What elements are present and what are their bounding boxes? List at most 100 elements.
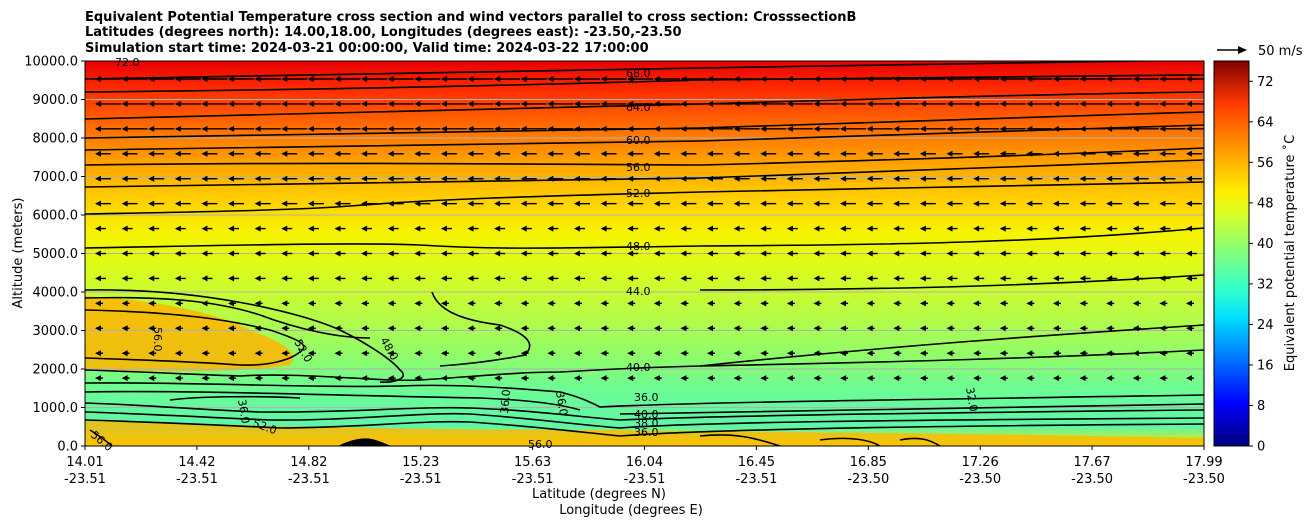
wind-vector-head [281,250,288,257]
wind-vector-head [1079,375,1086,382]
wind-vector-head [813,375,820,382]
wind-vector-head [467,275,474,282]
wind-vector-head [813,200,820,207]
wind-vector-head [866,225,873,232]
wind-vector-head [653,125,660,132]
x-tick-label-lat: 16.04 [626,455,663,470]
wind-vector-head [893,250,900,257]
colorbar-tick-label: 8 [1257,399,1265,414]
wind-vector-head [254,150,261,157]
wind-vector-head [999,150,1006,157]
wind-vector-head [440,275,447,282]
x-tick-label-lon: -23.50 [847,472,889,487]
wind-vector-head [973,300,980,307]
contour-label-36-left: 36.0 [235,398,252,424]
wind-vector-head [494,300,501,307]
wind-vector-head [361,325,368,332]
terrain [338,438,392,446]
colorbar-label: Equivalent potential temperature ˚C [1282,135,1298,371]
wind-vector-head [600,300,607,307]
wind-vector-head [121,325,128,332]
wind-vector-head [760,200,767,207]
wind-vector-head [148,175,155,182]
wind-vector-head [228,200,235,207]
x-tick-label-lat: 15.63 [514,455,551,470]
wind-vector-head [573,350,580,357]
wind-vector-head [600,275,607,282]
x-tick-label-lat: 14.42 [178,455,215,470]
wind-vector-head [95,350,101,357]
y-tick-label: 5000.0 [33,247,79,262]
contour-36 [85,382,1204,408]
wind-vector-head [1159,250,1166,257]
wind-vector-head [627,100,634,107]
wind-vector-head [866,200,873,207]
wind-vector-head [786,125,793,132]
wind-vector-head [1079,275,1086,282]
wind-vector-head [707,150,714,157]
wind-vector-head [228,100,235,107]
wind-vector-head [148,100,155,107]
wind-vector-head [201,250,208,257]
wind-vector-head [440,325,447,332]
wind-vector-head [547,275,554,282]
wind-vector-head [573,250,580,257]
y-tick-label: 6000.0 [33,209,79,224]
wind-vector-head [760,175,767,182]
wind-vector-head [334,125,341,132]
y-tick-label: 8000.0 [33,132,79,147]
wind-vector-head [760,150,767,157]
wind-vector-head [334,100,341,107]
contour-58 [85,124,1204,151]
wind-vector-head [1106,125,1113,132]
contour-inv-3 [85,419,1204,437]
x-tick-label-lon: -23.51 [176,472,218,487]
title-line-2: Latitudes (degrees north): 14.00,18.00, … [85,25,682,40]
wind-vector-head [680,125,687,132]
wind-vector-head [919,350,926,357]
wind-vector-head [760,300,767,307]
wind-vector-head [334,200,341,207]
wind-vector-head [95,100,101,107]
wind-vector-head [786,200,793,207]
wind-vector-head [1132,325,1139,332]
wind-vector-head [414,200,421,207]
wind-vector-head [1026,325,1033,332]
wind-vector-head [893,225,900,232]
wind-vector-head [999,200,1006,207]
wind-vector-head [1106,175,1113,182]
wind-vector-head [946,375,953,382]
wind-vector-head [893,300,900,307]
wind-vector-head [201,325,208,332]
wind-vector-head [334,225,341,232]
wind-vector-head [174,275,181,282]
wind-vector-head [653,76,660,82]
wind-vector-head [494,350,501,357]
wind-vector-head [228,250,235,257]
wind-vector-head [919,175,926,182]
wind-vector-head [760,225,767,232]
contour-label-52: 52.0 [626,187,651,200]
wind-vector-head [228,300,235,307]
wind-vector-head [307,125,314,132]
wind-vector-head [1186,100,1192,107]
wind-vector-head [893,275,900,282]
wind-vector-head [307,200,314,207]
wind-vector-head [387,375,394,382]
colorbar-tick-label: 56 [1257,156,1274,171]
contour-52-left [85,309,305,366]
wind-vector-head [467,76,474,82]
wind-vector-head [813,325,820,332]
wind-vector-head [440,375,447,382]
x-tick-label-lat: 17.99 [1185,455,1222,470]
wind-vector-head [228,76,235,82]
wind-vector-head [467,150,474,157]
x-tick-label-lat: 16.45 [738,455,775,470]
wind-vector-head [946,225,953,232]
wind-vector-head [786,250,793,257]
wind-vector-head [520,225,527,232]
wind-vector-head [840,76,847,82]
wind-vector-head [174,100,181,107]
wind-vector-head [627,76,634,82]
wind-vector-head [1186,275,1192,282]
